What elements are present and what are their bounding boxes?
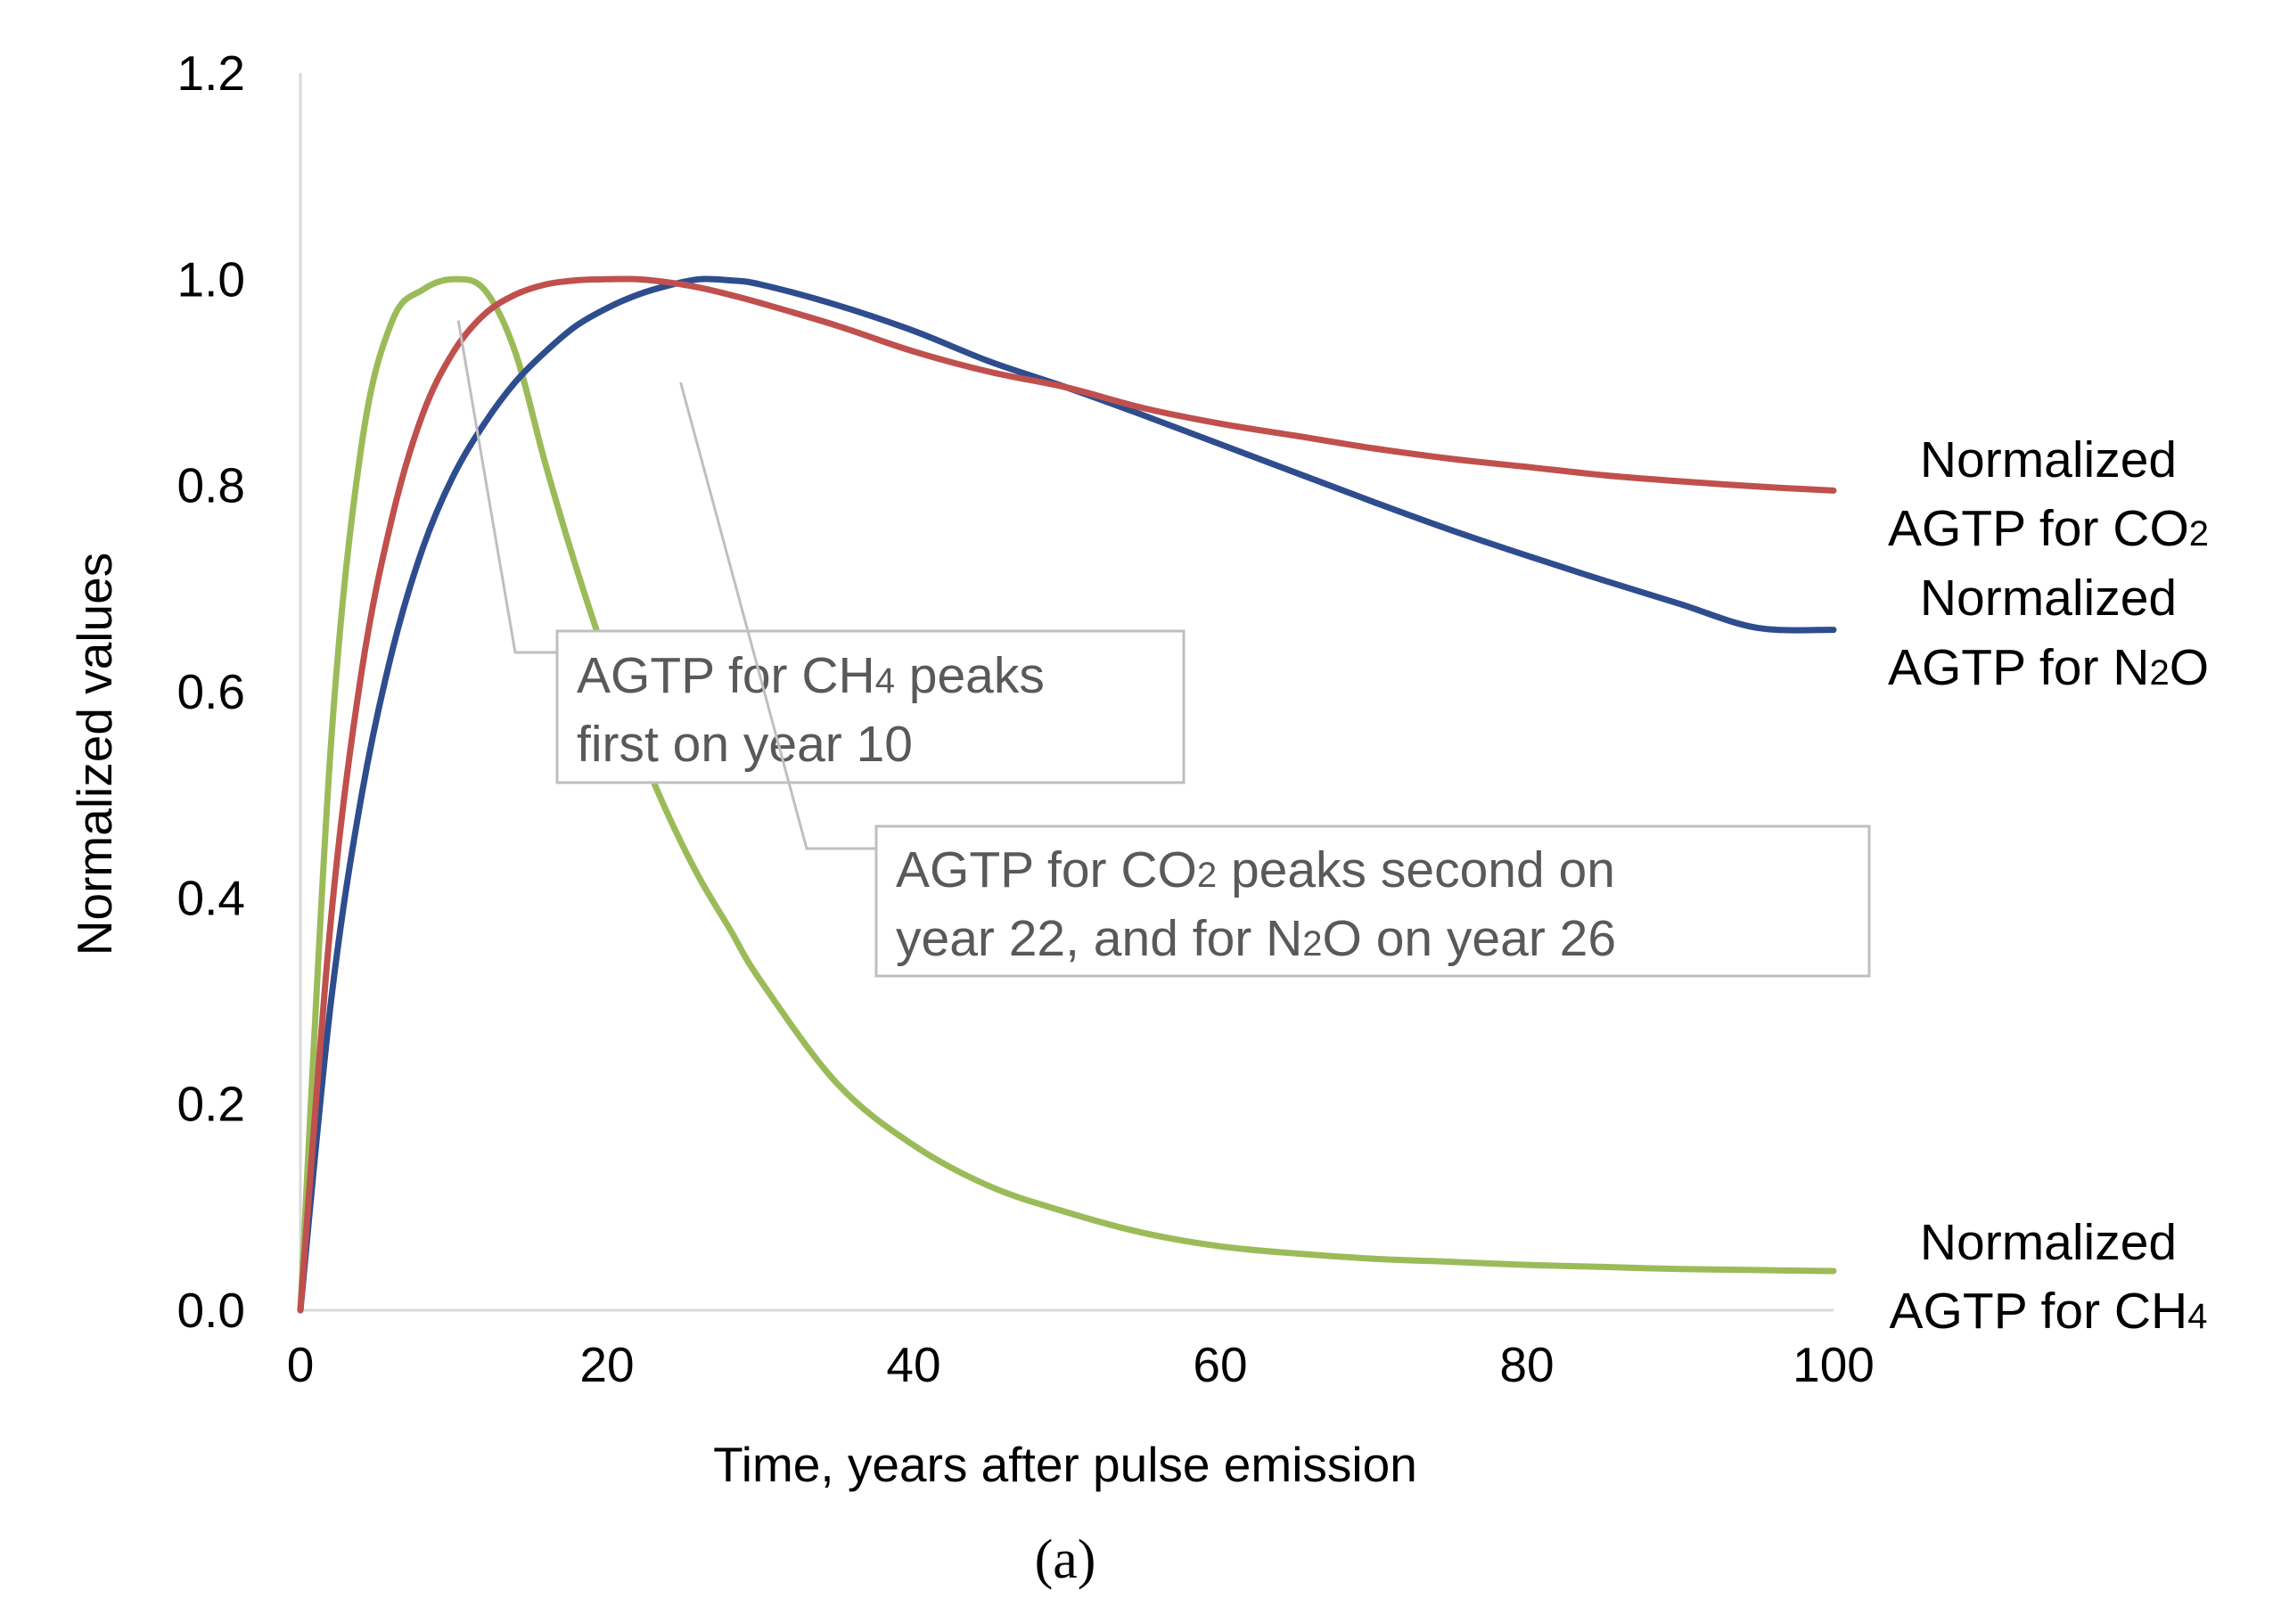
y-tick-label: 0.4	[177, 870, 245, 925]
series-line-co2	[297, 275, 1837, 1314]
annotation-box-ch4	[555, 629, 1186, 784]
annotation-leader-co2-n2o	[679, 381, 876, 850]
annotation-co2-n2o-line1: AGTP for CO2 peaks second on	[896, 841, 1615, 898]
subscript: 2	[1197, 856, 1217, 895]
subscript: 2	[2149, 653, 2169, 693]
x-tick-label: 0	[287, 1337, 315, 1392]
series-lines	[297, 275, 1837, 1314]
series-end-labels: Normalized AGTP for CO2 Normalized AGTP for…	[1888, 431, 2209, 1340]
annotation-ch4-line2: first on year 10	[577, 716, 913, 773]
end-label-n2o-line2: AGTP for N2O	[1888, 639, 2209, 696]
x-axis-title: Time, years after pulse emission	[713, 1437, 1417, 1492]
y-tick-label: 1.2	[177, 45, 245, 101]
x-tick-label: 100	[1793, 1337, 1875, 1392]
annotation-ch4-line1: AGTP for CH4 peaks	[577, 647, 1045, 704]
x-tick-label: 60	[1193, 1337, 1247, 1392]
y-tick-label: 0.6	[177, 664, 245, 719]
annotations: AGTP for CH4 peaks first on year 10 AGTP f…	[456, 320, 1871, 978]
axis-titles: Time, years after pulse emission Normaliz…	[67, 553, 1417, 1590]
annotation-leader-ch4	[456, 320, 557, 654]
x-tick-label: 20	[579, 1337, 634, 1392]
subscript: 2	[2189, 514, 2209, 554]
tick-labels: 0.0 0.2 0.4 0.6 0.8 1.0 1.2 0 20 40 60 80 100	[177, 45, 1875, 1392]
end-label-co2-line2: AGTP for CO2	[1888, 500, 2209, 557]
annotation-co2-n2o-line2: year 22, and for N2O on year 26	[896, 910, 1616, 967]
subscript: 4	[875, 661, 895, 701]
annotation-box-co2-n2o	[874, 824, 1871, 978]
series-line-ch4	[297, 275, 1837, 1314]
x-tick-label: 40	[886, 1337, 940, 1392]
y-tick-label: 0.2	[177, 1077, 245, 1132]
y-tick-label: 0.8	[177, 458, 245, 513]
end-label-ch4-line2: AGTP for CH4	[1890, 1283, 2208, 1340]
subscript: 2	[1302, 924, 1322, 964]
subscript: 4	[2187, 1297, 2207, 1336]
y-tick-label: 1.0	[177, 251, 245, 307]
end-label-n2o-line1: Normalized	[1920, 570, 2177, 627]
y-tick-label: 0.0	[177, 1283, 245, 1338]
panel-label: (a)	[1035, 1530, 1096, 1590]
axes	[299, 73, 1834, 1312]
y-axis-title: Normalized values	[67, 553, 122, 956]
series-line-n2o	[297, 275, 1837, 1314]
end-label-ch4-line1: Normalized	[1920, 1214, 2177, 1271]
end-label-co2-line1: Normalized	[1920, 431, 2177, 488]
x-tick-label: 80	[1499, 1337, 1554, 1392]
